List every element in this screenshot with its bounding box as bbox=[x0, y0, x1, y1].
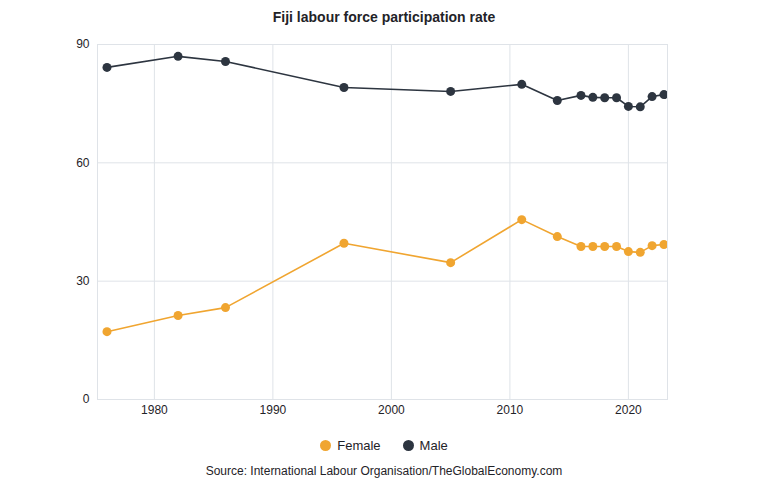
svg-text:90: 90 bbox=[76, 37, 90, 51]
html-text:Female: Female bbox=[337, 437, 381, 453]
svg-text:1980: 1980 bbox=[141, 403, 168, 417]
svg-text:2010: 2010 bbox=[497, 403, 524, 417]
svg-text:0: 0 bbox=[83, 392, 90, 406]
svg-text:30: 30 bbox=[76, 274, 90, 288]
html-text:Fiji labour force participatio: Fiji labour force participation rate bbox=[272, 9, 496, 25]
html-text:Male: Male bbox=[419, 437, 448, 453]
svg-text:2020: 2020 bbox=[615, 403, 642, 417]
svg-text:1990: 1990 bbox=[260, 403, 287, 417]
svg-text:60: 60 bbox=[76, 156, 90, 170]
svg-text:2000: 2000 bbox=[378, 403, 405, 417]
html-text:Source: International Labour O: Source: International Labour Organisatio… bbox=[205, 464, 563, 478]
